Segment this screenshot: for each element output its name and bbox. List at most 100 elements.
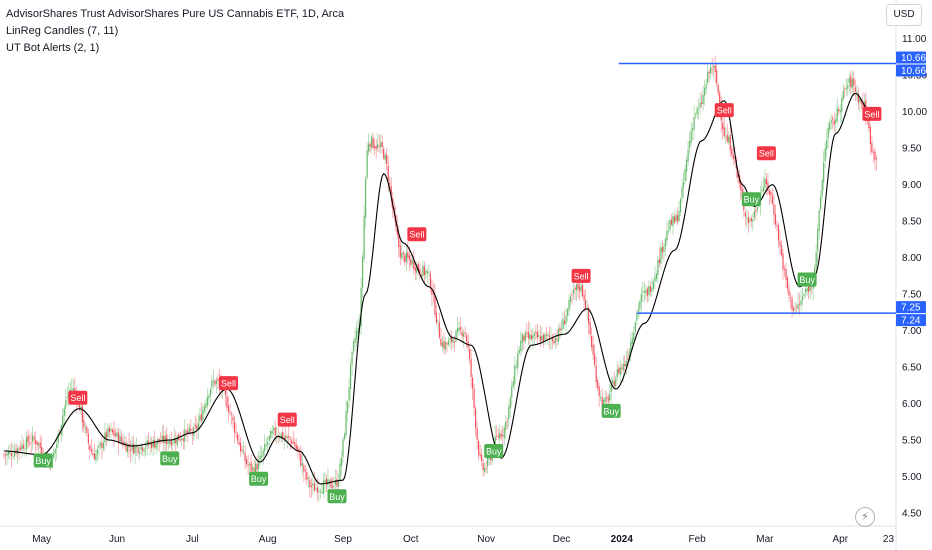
x-tick-label: 23	[883, 534, 895, 545]
candle-body	[375, 146, 377, 150]
candle-body	[568, 299, 570, 311]
candle-body	[154, 439, 156, 448]
candle-body	[860, 100, 862, 104]
candle-body	[407, 252, 409, 258]
candle-body	[250, 462, 252, 472]
sell-signal-badge	[862, 106, 882, 121]
candle-body	[319, 491, 322, 493]
candle-body	[854, 87, 856, 92]
candle-body	[449, 337, 451, 340]
candle-body	[236, 434, 239, 441]
candle-body	[256, 464, 258, 470]
candle-body	[244, 452, 246, 462]
candle-body	[732, 154, 734, 160]
candle-body	[535, 331, 537, 334]
candle-body	[453, 341, 456, 343]
candle-body	[862, 103, 864, 108]
resistance-price-tag-label: 10.66	[901, 66, 926, 77]
candle-body	[845, 88, 847, 90]
candle-body	[423, 266, 425, 275]
candle-body	[224, 389, 227, 396]
candle-body	[366, 150, 368, 178]
candle-body	[731, 148, 733, 155]
candle-body	[342, 439, 344, 457]
candle-body	[301, 463, 303, 466]
candle-body	[172, 442, 174, 444]
candle-body	[479, 453, 481, 456]
y-tick-label: 11.00	[902, 34, 927, 45]
x-tick-label: Apr	[832, 534, 848, 545]
candle-body	[339, 463, 341, 481]
candle-body	[682, 182, 685, 188]
candle-body	[229, 411, 231, 413]
candle-body	[728, 136, 730, 143]
candle-body	[63, 407, 65, 416]
candle-body	[408, 255, 410, 260]
candle-body	[22, 445, 25, 449]
candle-body	[455, 331, 457, 342]
candle-body	[607, 397, 609, 402]
candle-body	[631, 338, 633, 344]
candle-body	[374, 146, 376, 149]
candle-body	[788, 289, 790, 296]
candle-body	[279, 437, 281, 439]
candle-body	[425, 270, 427, 275]
x-tick-label: Aug	[259, 534, 277, 545]
legend-indicator-linreg[interactable]: LinReg Candles (7, 11)	[6, 25, 119, 37]
candle-body	[830, 120, 832, 123]
candle-body	[660, 246, 662, 264]
candle-body	[297, 446, 299, 451]
candle-body	[117, 432, 120, 444]
candle-body	[494, 436, 496, 451]
candle-body	[646, 288, 648, 297]
candle-body	[386, 154, 388, 165]
candle-body	[428, 272, 430, 273]
candle-body	[18, 448, 20, 450]
candle-body	[259, 455, 261, 460]
candle-body	[592, 345, 594, 355]
candle-body	[232, 417, 234, 421]
candle-body	[202, 410, 204, 421]
candle-body	[685, 159, 688, 172]
candle-body	[654, 276, 656, 282]
resistance-price-tag-label: 10.66	[901, 53, 926, 64]
candle-body	[420, 275, 422, 277]
candle-body	[377, 144, 379, 148]
candle-body	[610, 384, 612, 393]
candle-body	[465, 335, 468, 342]
sell-signal-badge	[571, 268, 591, 283]
candle-body	[368, 143, 370, 152]
candle-body	[292, 442, 294, 443]
candle-body	[478, 441, 480, 455]
lightning-icon[interactable]: ⚡	[855, 507, 875, 527]
candle-body	[853, 78, 855, 86]
candle-body	[116, 432, 118, 437]
candle-body	[203, 406, 206, 412]
candle-body	[804, 289, 807, 293]
candle-body	[80, 406, 82, 410]
candle-body	[569, 296, 572, 302]
candle-body	[509, 397, 511, 409]
candle-body	[711, 69, 713, 70]
candle-body	[383, 148, 385, 159]
candle-body	[675, 215, 677, 221]
candle-body	[496, 435, 498, 437]
candle-body	[355, 331, 358, 340]
buy-signal-label: Buy	[486, 447, 502, 457]
candle-body	[707, 72, 709, 83]
candle-body	[384, 155, 386, 161]
candle-body	[410, 258, 412, 266]
currency-button[interactable]: USD	[886, 4, 922, 26]
candle-body	[98, 445, 100, 448]
candle-body	[669, 220, 671, 230]
candle-body	[145, 447, 147, 449]
candle-body	[113, 430, 115, 436]
candle-body	[273, 427, 275, 431]
candle-body	[699, 102, 701, 108]
candle-body	[595, 365, 597, 383]
candle-body	[655, 273, 658, 280]
legend-indicator-utbot[interactable]: UT Bot Alerts (2, 1)	[6, 42, 100, 54]
candle-body	[217, 378, 219, 381]
candle-body	[27, 435, 29, 443]
